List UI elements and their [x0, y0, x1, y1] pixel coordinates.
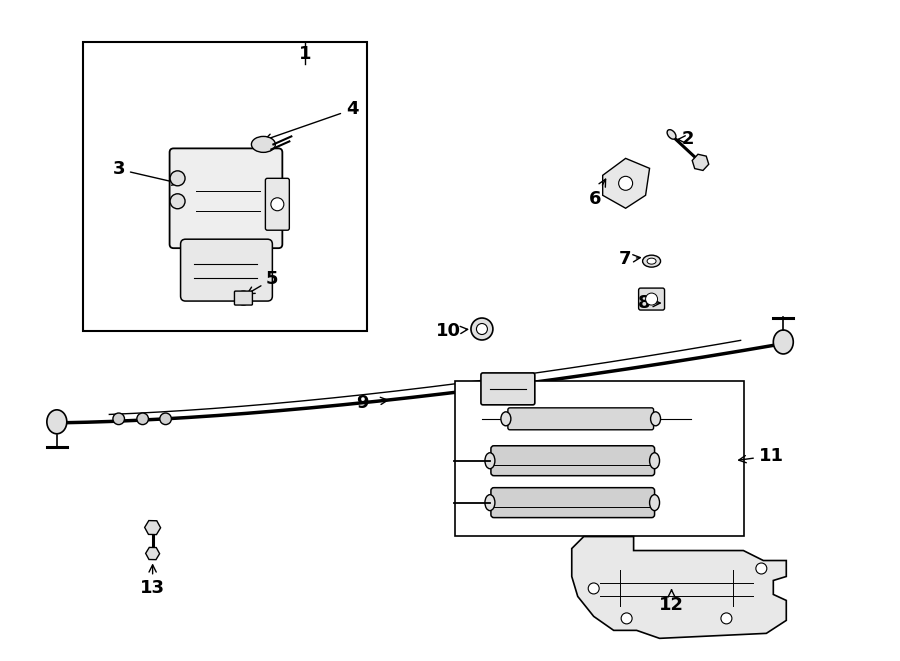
Circle shape: [645, 293, 658, 305]
Ellipse shape: [773, 330, 793, 354]
Ellipse shape: [650, 494, 660, 510]
Ellipse shape: [651, 412, 661, 426]
Ellipse shape: [485, 494, 495, 510]
Ellipse shape: [476, 323, 488, 334]
Circle shape: [756, 563, 767, 574]
Ellipse shape: [501, 412, 511, 426]
FancyBboxPatch shape: [235, 291, 252, 305]
Ellipse shape: [471, 318, 493, 340]
FancyBboxPatch shape: [181, 239, 273, 301]
Text: 13: 13: [140, 565, 165, 598]
Ellipse shape: [647, 258, 656, 264]
FancyBboxPatch shape: [481, 373, 535, 405]
Text: 7: 7: [618, 250, 640, 268]
Bar: [83, 42, 367, 331]
Text: 1: 1: [299, 44, 311, 63]
Text: 8: 8: [638, 294, 661, 312]
Text: 11: 11: [739, 447, 784, 465]
Circle shape: [589, 583, 599, 594]
Circle shape: [721, 613, 732, 624]
Ellipse shape: [251, 136, 275, 153]
Ellipse shape: [667, 130, 676, 139]
Circle shape: [137, 413, 148, 424]
FancyBboxPatch shape: [169, 148, 283, 248]
Ellipse shape: [47, 410, 67, 434]
Circle shape: [112, 413, 124, 424]
Circle shape: [618, 176, 633, 190]
Circle shape: [170, 171, 185, 186]
FancyBboxPatch shape: [266, 178, 289, 230]
Bar: [455, 381, 744, 535]
Polygon shape: [603, 159, 650, 208]
Text: 10: 10: [436, 322, 468, 340]
FancyBboxPatch shape: [491, 488, 654, 518]
Ellipse shape: [643, 255, 661, 267]
Text: 3: 3: [112, 161, 179, 185]
Text: 6: 6: [589, 179, 606, 208]
Circle shape: [237, 291, 250, 305]
Ellipse shape: [485, 453, 495, 469]
Circle shape: [160, 413, 171, 424]
FancyBboxPatch shape: [491, 446, 654, 476]
Circle shape: [621, 613, 632, 624]
Text: 2: 2: [678, 130, 694, 149]
Text: 12: 12: [659, 590, 684, 615]
Text: 4: 4: [265, 100, 358, 141]
Ellipse shape: [650, 453, 660, 469]
FancyBboxPatch shape: [508, 408, 653, 430]
Text: 9: 9: [356, 394, 388, 412]
Text: 5: 5: [248, 270, 279, 294]
Circle shape: [170, 194, 185, 209]
FancyBboxPatch shape: [639, 288, 664, 310]
Circle shape: [271, 198, 284, 211]
Polygon shape: [572, 537, 787, 639]
